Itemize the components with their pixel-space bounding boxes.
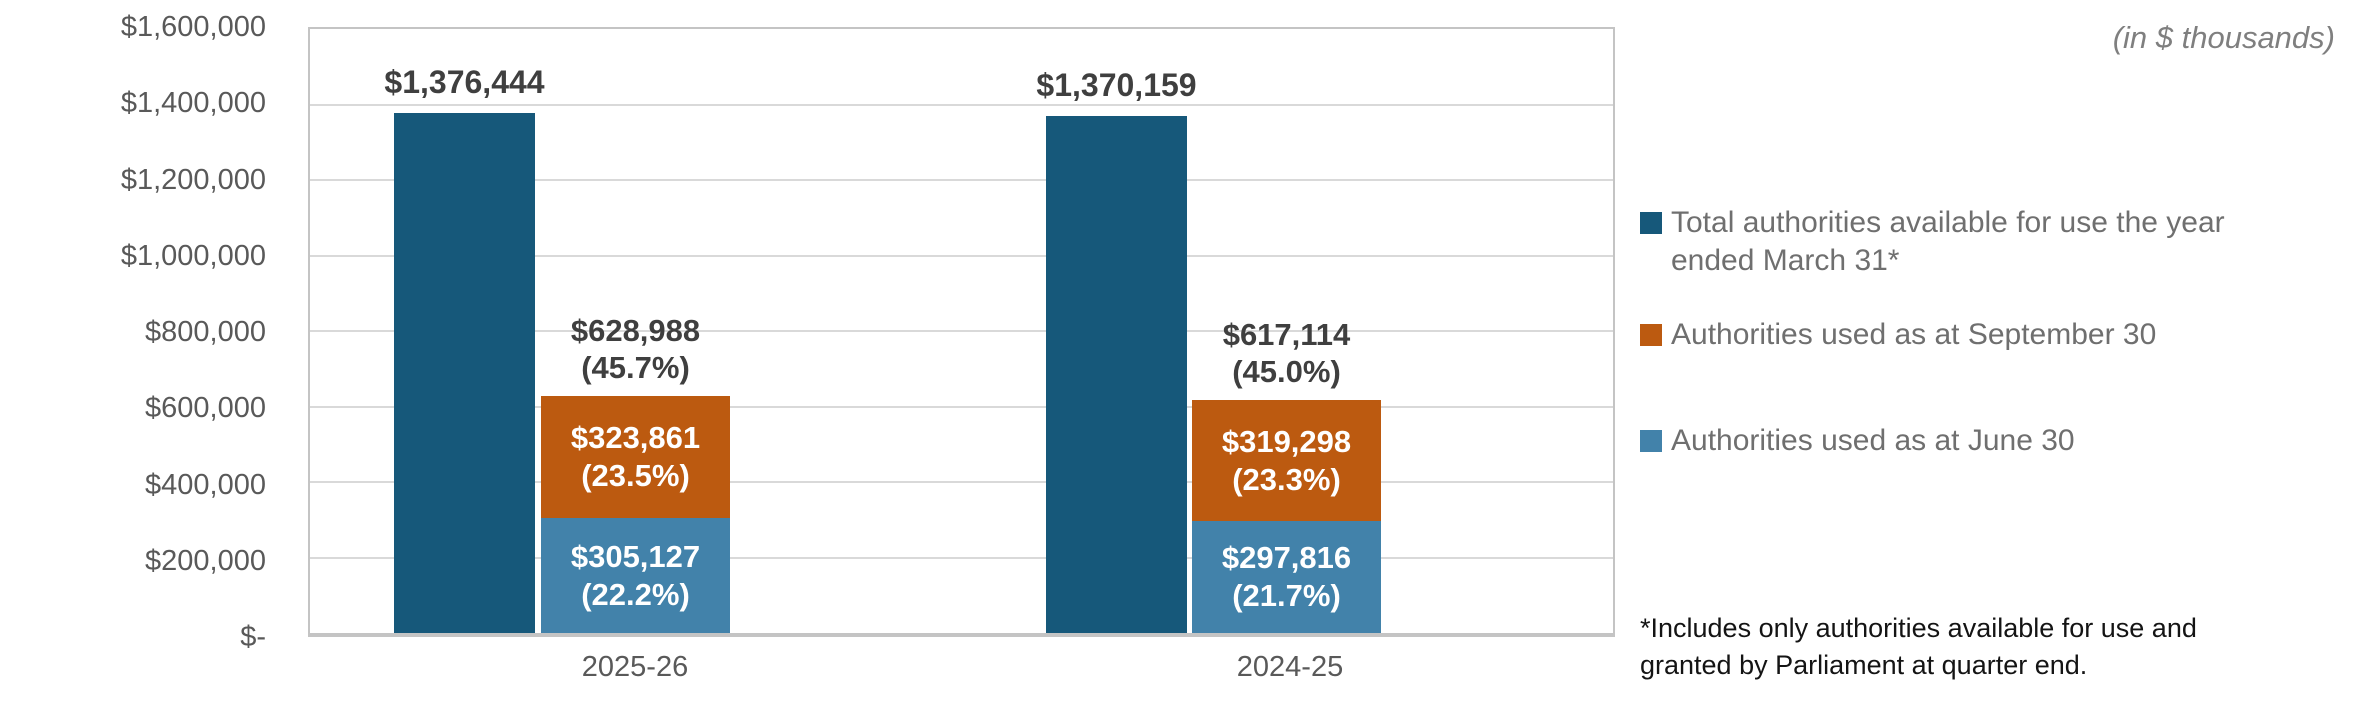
data-label-june-2025-26: $305,127 (22.2%) <box>570 538 701 612</box>
gridline <box>310 406 1613 408</box>
legend-item-stack-top: Authorities used as at September 30 <box>1640 316 2156 354</box>
legend-item-stack-bottom: Authorities used as at June 30 <box>1640 422 2075 460</box>
legend-item-total: Total authorities available for use the … <box>1640 204 2225 280</box>
y-tick-label: $600,000 <box>145 392 266 424</box>
data-label-stack-sum-2024-25: $617,114 (45.0%) <box>1222 317 1351 389</box>
plot-area: $1,376,444 $305,127 (22.2%) $323,861 (23.5… <box>308 27 1615 637</box>
gridline <box>310 255 1613 257</box>
y-tick-label: $800,000 <box>145 316 266 348</box>
data-label-total-2025-26: $1,376,444 <box>384 64 545 100</box>
y-tick-label: $1,600,000 <box>120 11 266 43</box>
x-category-label: 2024-25 <box>1236 651 1344 683</box>
y-tick-label: $1,000,000 <box>120 240 266 272</box>
legend-label: Authorities used as at June 30 <box>1671 424 2075 457</box>
unit-note: (in $ thousands) <box>2112 20 2335 55</box>
y-tick-label: $- <box>240 621 266 653</box>
gridline <box>310 557 1613 559</box>
bar-total-2025-26 <box>394 113 535 633</box>
gridline <box>310 179 1613 181</box>
bar-june-2025-26 <box>541 518 730 633</box>
legend-label: Total authorities available for use the … <box>1671 206 2225 277</box>
bar-total-2024-25 <box>1046 116 1187 633</box>
legend-label: Authorities used as at September 30 <box>1671 318 2157 351</box>
data-label-total-2024-25: $1,370,159 <box>1036 67 1197 103</box>
legend-swatch-icon <box>1640 212 1662 234</box>
legend-swatch-icon <box>1640 324 1662 346</box>
gridline <box>310 481 1613 483</box>
footnote: *Includes only authorities available for… <box>1640 613 2197 680</box>
gridline <box>310 104 1613 106</box>
y-tick-label: $1,200,000 <box>120 164 266 196</box>
data-label-june-2024-25: $297,816 (21.7%) <box>1221 540 1352 613</box>
bar-june-2024-25 <box>1192 521 1381 633</box>
x-category-label: 2025-26 <box>581 651 689 683</box>
bar-september-2025-26 <box>541 396 730 518</box>
bar-september-2024-25 <box>1192 400 1381 521</box>
y-tick-label: $1,400,000 <box>120 87 266 119</box>
y-tick-label: $200,000 <box>145 545 266 577</box>
data-label-september-2025-26: $323,861 (23.5%) <box>570 420 701 493</box>
legend-swatch-icon <box>1640 430 1662 452</box>
gridline <box>310 330 1613 332</box>
data-label-stack-sum-2025-26: $628,988 (45.7%) <box>570 313 701 385</box>
y-tick-label: $400,000 <box>145 469 266 501</box>
data-label-september-2024-25: $319,298 (23.3%) <box>1221 423 1352 497</box>
